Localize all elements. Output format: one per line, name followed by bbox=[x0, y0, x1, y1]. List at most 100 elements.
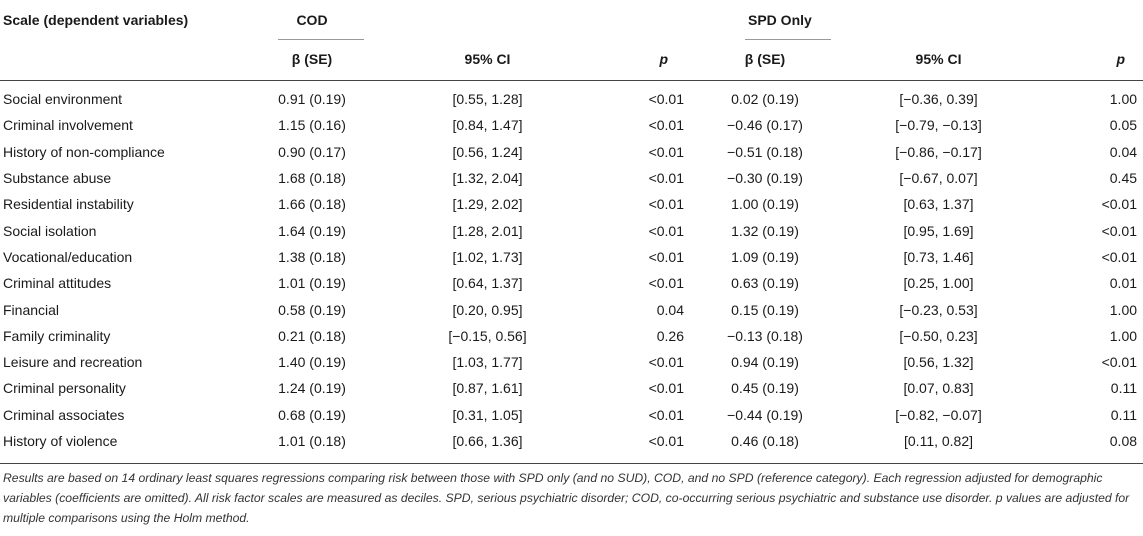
table-row: Criminal attitudes 1.01 (0.19) [0.64, 1.37… bbox=[0, 270, 1143, 296]
table-row: Substance abuse 1.68 (0.18) [1.32, 2.04] <0… bbox=[0, 165, 1143, 191]
spd-p-cell: 0.11 bbox=[1110, 380, 1138, 397]
scale-cell: Criminal involvement bbox=[3, 117, 133, 134]
scale-cell: History of non-compliance bbox=[3, 143, 165, 160]
scale-cell: Criminal personality bbox=[3, 380, 126, 397]
scale-header: Scale (dependent variables) bbox=[3, 12, 189, 28]
scale-cell: Criminal associates bbox=[3, 406, 125, 423]
cod-ci-cell: [1.02, 1.73] bbox=[452, 248, 523, 265]
cod-ci-cell: [0.64, 1.37] bbox=[452, 275, 523, 292]
cod-beta-cell: 0.58 (0.19) bbox=[278, 301, 346, 318]
spd-ci-cell: [−0.50, 0.23] bbox=[899, 327, 978, 344]
scale-cell: Social isolation bbox=[3, 222, 97, 239]
table-row: Vocational/education 1.38 (0.18) [1.02, 1.… bbox=[0, 244, 1143, 270]
scale-cell: Residential instability bbox=[3, 196, 134, 213]
spd-p-cell: 1.00 bbox=[1109, 301, 1138, 318]
spd-p-cell: <0.01 bbox=[1101, 222, 1138, 239]
table-row: Social environment 0.91 (0.19) [0.55, 1.28… bbox=[0, 78, 1143, 112]
spd-ci-cell: [0.73, 1.46] bbox=[903, 248, 974, 265]
table-row: Family criminality 0.21 (0.18) [−0.15, 0.5… bbox=[0, 323, 1143, 349]
cod-p-cell: <0.01 bbox=[648, 275, 684, 292]
spd-ci-cell: [0.95, 1.69] bbox=[903, 222, 974, 239]
cod-beta-cell: 1.01 (0.19) bbox=[278, 275, 346, 292]
spd-ci-cell: [0.25, 1.00] bbox=[903, 275, 974, 292]
cod-p-cell: 0.26 bbox=[656, 327, 684, 344]
cod-ci-cell: [0.87, 1.61] bbox=[452, 380, 523, 397]
spd-group-header: SPD Only bbox=[748, 12, 812, 28]
table-body: Social environment 0.91 (0.19) [0.55, 1.28… bbox=[0, 78, 1143, 454]
cod-p-cell: <0.01 bbox=[648, 196, 684, 213]
spd-beta-cell: 0.63 (0.19) bbox=[731, 275, 799, 292]
spd-ci-cell: [0.11, 0.82] bbox=[904, 433, 974, 449]
cod-p-cell: <0.01 bbox=[648, 380, 684, 397]
table-row: Criminal involvement 1.15 (0.16) [0.84, 1.… bbox=[0, 112, 1143, 138]
spd-beta-cell: 0.45 (0.19) bbox=[731, 380, 799, 397]
header-row-groups: Scale (dependent variables) COD SPD Only bbox=[0, 0, 1143, 40]
spd-beta-cell: −0.51 (0.18) bbox=[727, 143, 803, 160]
cod-beta-cell: 1.68 (0.18) bbox=[278, 170, 346, 187]
scale-cell: Family criminality bbox=[3, 327, 111, 344]
cod-beta-cell: 1.40 (0.19) bbox=[278, 354, 346, 371]
spd-p-header: p bbox=[1116, 51, 1126, 67]
scale-cell: Leisure and recreation bbox=[3, 354, 143, 371]
spd-ci-cell: [0.56, 1.32] bbox=[903, 354, 974, 371]
cod-p-cell: <0.01 bbox=[648, 170, 684, 187]
cod-beta-header: β (SE) bbox=[291, 51, 333, 67]
cod-p-cell: <0.01 bbox=[648, 433, 684, 449]
header-bottom-rule bbox=[0, 80, 1143, 81]
cod-ci-cell: [0.31, 1.05] bbox=[452, 406, 523, 423]
spd-p-cell: <0.01 bbox=[1101, 196, 1138, 213]
cod-p-cell: <0.01 bbox=[648, 248, 684, 265]
spd-beta-cell: 0.46 (0.18) bbox=[731, 433, 799, 449]
spd-p-cell: 0.08 bbox=[1109, 433, 1138, 449]
cod-p-cell: <0.01 bbox=[648, 117, 684, 134]
spd-beta-cell: 0.94 (0.19) bbox=[731, 354, 799, 371]
spd-beta-cell: 0.02 (0.19) bbox=[731, 91, 799, 108]
spd-beta-cell: −0.46 (0.17) bbox=[727, 117, 803, 134]
table-row: History of non-compliance 0.90 (0.17) [0.5… bbox=[0, 139, 1143, 165]
cod-ci-cell: [0.20, 0.95] bbox=[452, 301, 523, 318]
cod-beta-cell: 1.66 (0.18) bbox=[278, 196, 346, 213]
header-row-columns: β (SE) 95% CI p β (SE) 95% CI p bbox=[0, 40, 1143, 78]
cod-beta-cell: 1.64 (0.19) bbox=[278, 222, 346, 239]
cod-beta-cell: 1.01 (0.18) bbox=[278, 433, 346, 449]
cod-group-rule bbox=[278, 39, 364, 40]
spd-p-cell: 1.00 bbox=[1109, 91, 1138, 108]
table-row: Criminal personality 1.24 (0.19) [0.87, 1.… bbox=[0, 375, 1143, 401]
table-row: Criminal associates 0.68 (0.19) [0.31, 1.0… bbox=[0, 402, 1143, 428]
spd-beta-cell: 0.15 (0.19) bbox=[731, 301, 799, 318]
spd-beta-cell: 1.32 (0.19) bbox=[731, 222, 799, 239]
cod-ci-cell: [0.55, 1.28] bbox=[452, 91, 523, 108]
spd-p-cell: 0.01 bbox=[1109, 275, 1138, 292]
cod-group-header: COD bbox=[296, 12, 328, 28]
table-row: Social isolation 1.64 (0.19) [1.28, 2.01] <… bbox=[0, 217, 1143, 243]
spd-p-cell: <0.01 bbox=[1101, 248, 1138, 265]
spd-ci-cell: [0.63, 1.37] bbox=[903, 196, 974, 213]
cod-ci-cell: [1.28, 2.01] bbox=[452, 222, 523, 239]
table-row: Leisure and recreation 1.40 (0.19) [1.03, … bbox=[0, 349, 1143, 375]
spd-p-cell: 0.04 bbox=[1109, 143, 1138, 160]
cod-beta-cell: 0.21 (0.18) bbox=[278, 327, 346, 344]
cod-ci-cell: [−0.15, 0.56] bbox=[448, 327, 527, 344]
spd-beta-cell: 1.09 (0.19) bbox=[731, 248, 799, 265]
cod-beta-cell: 1.24 (0.19) bbox=[278, 380, 346, 397]
spd-beta-cell: −0.13 (0.18) bbox=[727, 327, 803, 344]
cod-beta-cell: 1.38 (0.18) bbox=[278, 248, 346, 265]
regression-table: Scale (dependent variables) COD SPD Only… bbox=[0, 0, 1143, 454]
scale-cell: Vocational/education bbox=[3, 248, 133, 265]
cod-beta-cell: 0.68 (0.19) bbox=[278, 406, 346, 423]
spd-p-cell: 1.00 bbox=[1109, 327, 1138, 344]
cod-ci-header: 95% CI bbox=[464, 51, 511, 67]
spd-beta-cell: −0.30 (0.19) bbox=[727, 170, 803, 187]
spd-p-cell: 0.11 bbox=[1110, 406, 1138, 423]
table-bottom-rule bbox=[0, 463, 1143, 464]
spd-beta-cell: −0.44 (0.19) bbox=[727, 406, 803, 423]
scale-cell: Criminal attitudes bbox=[3, 275, 112, 292]
cod-ci-cell: [1.32, 2.04] bbox=[452, 170, 523, 187]
spd-ci-cell: [−0.67, 0.07] bbox=[899, 170, 978, 187]
scale-cell: Social environment bbox=[3, 91, 123, 108]
spd-beta-header: β (SE) bbox=[744, 51, 786, 67]
cod-p-cell: <0.01 bbox=[648, 143, 684, 160]
spd-ci-cell: [−0.86, −0.17] bbox=[895, 143, 982, 160]
spd-ci-cell: [0.07, 0.83] bbox=[903, 380, 974, 397]
table-row: History of violence 1.01 (0.18) [0.66, 1.3… bbox=[0, 428, 1143, 454]
